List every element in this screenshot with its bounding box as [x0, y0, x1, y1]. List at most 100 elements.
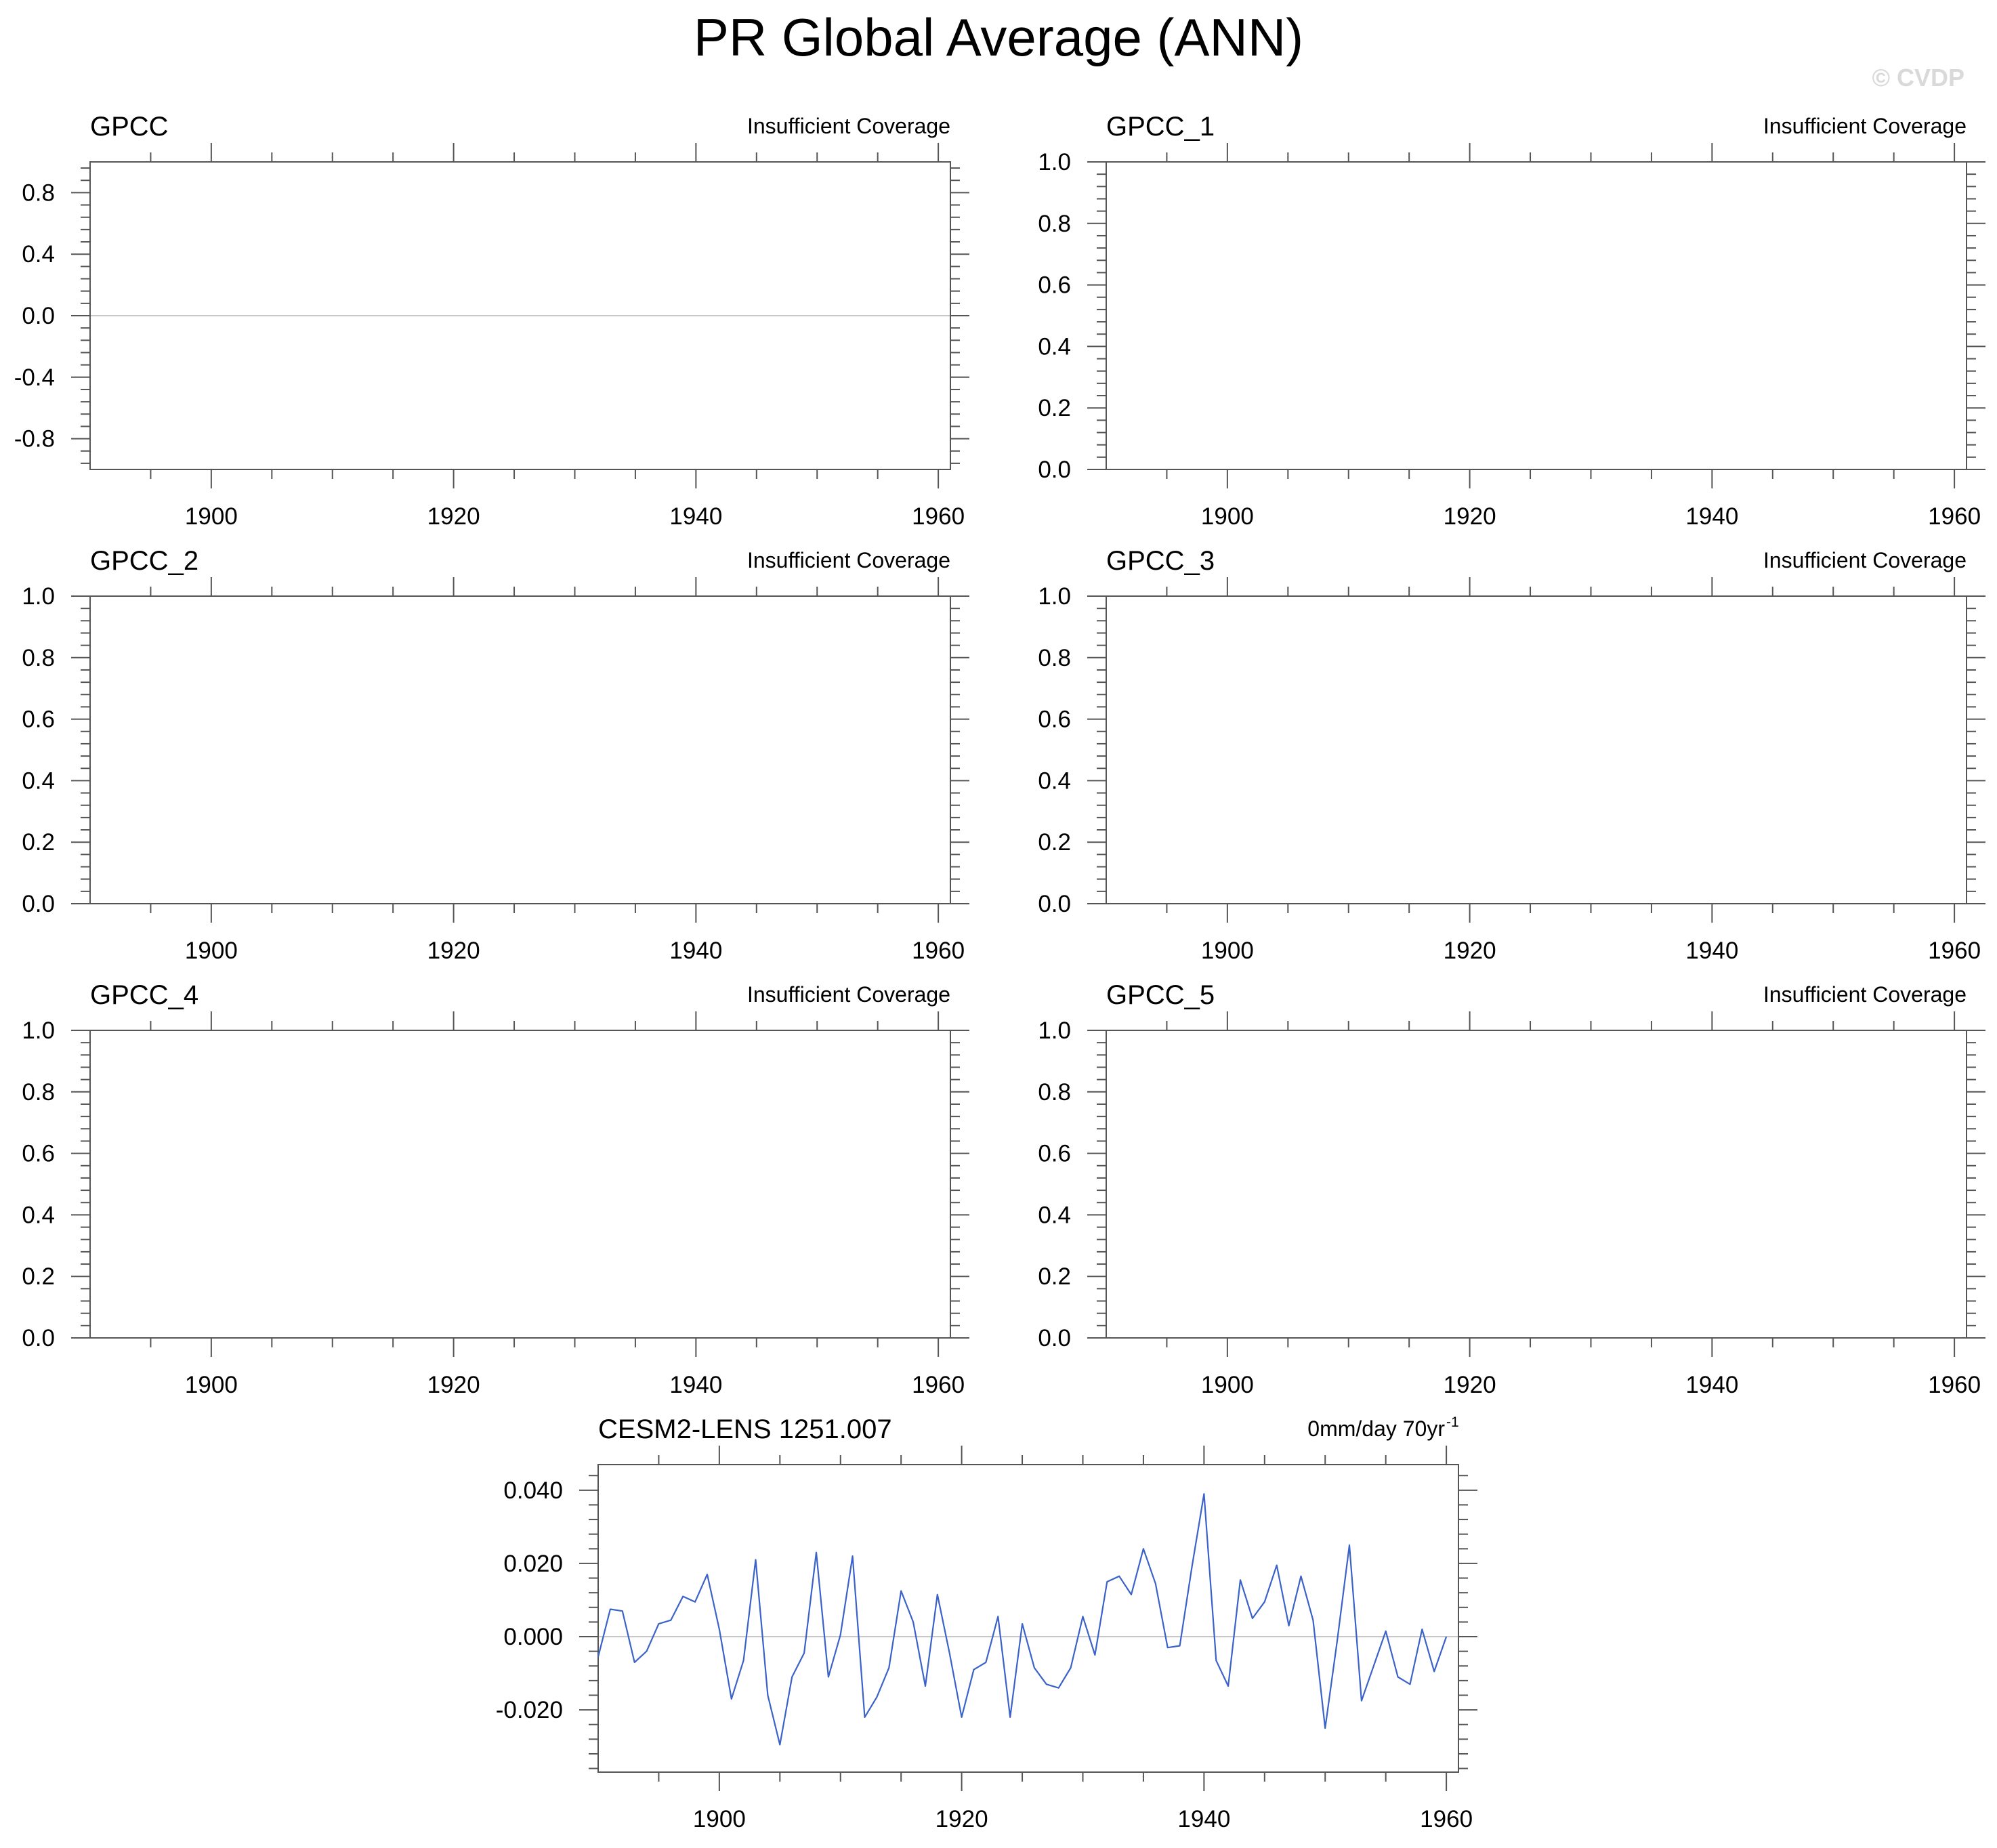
panel-annotation: Insufficient Coverage: [747, 982, 950, 1007]
y-tick-label: -0.8: [14, 426, 55, 453]
panel-annotation: 0mm/day 70yr: [1307, 1416, 1445, 1441]
annotation-superscript: -1: [1446, 1414, 1459, 1430]
x-tick-label: 1960: [912, 503, 965, 530]
x-tick-label: 1900: [185, 503, 238, 530]
plot-frame: [1106, 595, 1967, 904]
panel-gpcc-1: GPCC_1 Insufficient Coverage 1900 1920 1940 1…: [1038, 112, 1985, 530]
panel-title: GPCC_1: [1106, 112, 1215, 142]
y-tick-label: 1.0: [1038, 583, 1071, 610]
panel-annotation: Insufficient Coverage: [1763, 982, 1967, 1007]
plot-frame: [89, 1030, 951, 1339]
y-tick-label: 0.040: [503, 1477, 563, 1504]
y-tick-label: 0.0: [1038, 891, 1071, 917]
panel-annotation: Insufficient Coverage: [1763, 548, 1967, 572]
y-tick-label: 0.0: [22, 891, 55, 917]
annotation-text: 0mm/day 70yr: [1307, 1416, 1445, 1441]
y-tick-label: 0.8: [22, 1079, 55, 1106]
y-tick-label: 0.0: [1038, 1325, 1071, 1351]
x-tick-label: 1940: [1177, 1806, 1230, 1832]
x-tick-label: 1900: [693, 1806, 746, 1832]
y-tick-label: 0.0: [22, 303, 55, 329]
y-tick-label: 0.4: [1038, 768, 1071, 794]
panel-annotation: Insufficient Coverage: [1763, 114, 1967, 138]
y-tick-label: 1.0: [1038, 1017, 1071, 1044]
y-tick-label: 0.0: [1038, 457, 1071, 483]
panel-title: CESM2-LENS 1251.007: [598, 1414, 892, 1444]
series-line-cesm2-lens-1251-007: [597, 1493, 1448, 1746]
y-tick-label: 0.4: [1038, 1202, 1071, 1228]
x-tick-label: 1960: [1928, 938, 1981, 964]
y-tick-label: 0.2: [22, 829, 55, 856]
y-tick-label: 0.6: [1038, 707, 1071, 733]
panel-gpcc: GPCC Insufficient Coverage 1900 1920 1940 196…: [14, 112, 969, 530]
y-tick-label: 0.4: [22, 768, 55, 794]
panel-gpcc-3: GPCC_3 Insufficient Coverage 1900 1920 1940 1…: [1038, 546, 1985, 964]
x-tick-label: 1920: [1444, 1372, 1496, 1398]
y-tick-label: 0.6: [22, 1141, 55, 1167]
y-tick-label: 0.8: [1038, 645, 1071, 671]
y-tick-label: 0.8: [1038, 1079, 1071, 1106]
x-tick-label: 1920: [427, 503, 480, 530]
x-tick-label: 1920: [1444, 938, 1496, 964]
y-tick-label: 0.8: [22, 645, 55, 671]
y-tick-label: 0.4: [22, 241, 55, 268]
x-tick-label: 1900: [185, 938, 238, 964]
x-tick-label: 1960: [1928, 1372, 1981, 1398]
y-tick-label: 0.6: [1038, 272, 1071, 299]
x-tick-label: 1900: [1201, 503, 1254, 530]
x-tick-label: 1920: [936, 1806, 988, 1832]
y-tick-label: 0.2: [22, 1263, 55, 1290]
panel-title: GPCC_2: [90, 546, 198, 576]
x-tick-label: 1900: [185, 1372, 238, 1398]
y-tick-label: 0.2: [1038, 829, 1071, 856]
plot-frame: [89, 595, 951, 904]
y-tick-label: 0.8: [22, 180, 55, 206]
y-tick-label: 0.000: [503, 1624, 563, 1650]
x-tick-label: 1960: [1928, 503, 1981, 530]
x-tick-label: 1960: [912, 1372, 965, 1398]
panel-annotation: Insufficient Coverage: [747, 548, 950, 572]
x-tick-label: 1940: [1685, 938, 1738, 964]
x-tick-label: 1940: [669, 938, 722, 964]
x-tick-label: 1940: [669, 1372, 722, 1398]
x-tick-label: 1940: [1685, 503, 1738, 530]
panel-title: GPCC_5: [1106, 980, 1215, 1010]
y-tick-label: 0.020: [503, 1551, 563, 1577]
panel-annotation: Insufficient Coverage: [747, 114, 950, 138]
cvdp-watermark: © CVDP: [1872, 64, 1964, 91]
panel-gpcc-4: GPCC_4 Insufficient Coverage 1900 1920 1940 1…: [22, 980, 969, 1398]
y-tick-label: 1.0: [22, 583, 55, 610]
y-tick-label: -0.4: [14, 364, 55, 391]
x-tick-label: 1900: [1201, 938, 1254, 964]
panel-gpcc-2: GPCC_2 Insufficient Coverage 1900 1920 1940 1…: [22, 546, 969, 964]
x-tick-label: 1940: [1685, 1372, 1738, 1398]
panel-title: GPCC: [90, 112, 169, 142]
x-tick-label: 1900: [1201, 1372, 1254, 1398]
plot-frame: [597, 1464, 1459, 1773]
y-tick-label: 1.0: [1038, 149, 1071, 175]
panel-gpcc-5: GPCC_5 Insufficient Coverage 1900 1920 1940 1…: [1038, 980, 1985, 1398]
y-tick-label: 1.0: [22, 1017, 55, 1044]
x-tick-label: 1920: [427, 938, 480, 964]
panel-title: GPCC_4: [90, 980, 198, 1010]
plot-frame: [1106, 161, 1967, 470]
y-tick-label: 0.8: [1038, 211, 1071, 237]
x-tick-label: 1960: [1420, 1806, 1473, 1832]
panel-cesm2-lens: CESM2-LENS 1251.007 0mm/day 70yr -1 1900 192…: [496, 1414, 1477, 1832]
figure-title: PR Global Average (ANN): [694, 7, 1303, 67]
y-tick-label: 0.2: [1038, 395, 1071, 421]
x-tick-label: 1960: [912, 938, 965, 964]
x-tick-label: 1920: [1444, 503, 1496, 530]
y-tick-label: -0.020: [496, 1697, 563, 1723]
panel-title: GPCC_3: [1106, 546, 1215, 576]
x-tick-label: 1920: [427, 1372, 480, 1398]
y-tick-label: 0.0: [22, 1325, 55, 1351]
x-tick-label: 1940: [669, 503, 722, 530]
y-tick-label: 0.6: [22, 707, 55, 733]
y-tick-label: 0.6: [1038, 1141, 1071, 1167]
plot-frame: [1106, 1030, 1967, 1339]
y-tick-label: 0.2: [1038, 1263, 1071, 1290]
y-tick-label: 0.4: [1038, 333, 1071, 360]
y-tick-label: 0.4: [22, 1202, 55, 1228]
